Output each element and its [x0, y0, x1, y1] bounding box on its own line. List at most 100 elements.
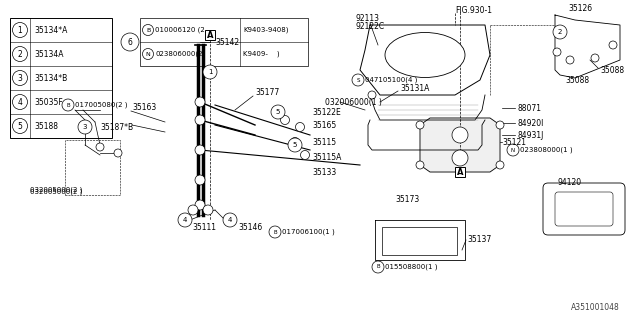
Text: 1: 1: [18, 26, 22, 35]
Text: 4: 4: [17, 98, 22, 107]
Text: B: B: [376, 265, 380, 269]
Text: B: B: [273, 229, 277, 235]
Text: 88071: 88071: [518, 103, 542, 113]
Text: 6: 6: [127, 37, 132, 46]
Circle shape: [372, 261, 384, 273]
Text: 032005000(2 ): 032005000(2 ): [30, 189, 83, 195]
Circle shape: [223, 213, 237, 227]
Circle shape: [291, 138, 300, 147]
Circle shape: [609, 41, 617, 49]
Text: N: N: [146, 52, 150, 57]
Circle shape: [114, 149, 122, 157]
Circle shape: [368, 91, 376, 99]
Circle shape: [188, 205, 198, 215]
Text: S: S: [356, 77, 360, 83]
FancyBboxPatch shape: [543, 183, 625, 235]
Text: 35088: 35088: [565, 76, 589, 84]
Text: 3: 3: [83, 124, 87, 130]
Text: 35134A: 35134A: [34, 50, 63, 59]
Text: 35088: 35088: [600, 66, 624, 75]
Circle shape: [195, 175, 205, 185]
Text: 5: 5: [276, 109, 280, 115]
Bar: [205, 30, 215, 40]
Circle shape: [566, 56, 574, 64]
Text: 35126: 35126: [568, 4, 592, 12]
Text: 35111: 35111: [192, 223, 216, 233]
Polygon shape: [420, 118, 500, 172]
Text: 94120: 94120: [558, 178, 582, 187]
Circle shape: [269, 226, 281, 238]
Circle shape: [271, 105, 285, 119]
Circle shape: [301, 150, 310, 159]
Text: 017006100(1 ): 017006100(1 ): [282, 229, 335, 235]
Bar: [382, 227, 457, 255]
Circle shape: [507, 144, 519, 156]
Text: 35165: 35165: [312, 121, 336, 130]
Bar: [10, 18, 112, 138]
Circle shape: [195, 200, 205, 210]
Text: 3: 3: [17, 74, 22, 83]
Bar: [140, 18, 308, 66]
Text: 35142: 35142: [215, 37, 239, 46]
Circle shape: [143, 25, 154, 36]
Text: FIG.930-1: FIG.930-1: [455, 5, 492, 14]
Text: 5: 5: [17, 122, 22, 131]
Circle shape: [553, 25, 567, 39]
Text: A: A: [207, 30, 213, 39]
Text: 92122C: 92122C: [355, 21, 384, 30]
Circle shape: [178, 213, 192, 227]
Text: 35122E: 35122E: [312, 108, 340, 116]
Text: 35131A: 35131A: [400, 84, 429, 92]
Circle shape: [13, 46, 28, 61]
Text: 010006120 (2: 010006120 (2: [155, 27, 205, 33]
Text: 84931J: 84931J: [518, 131, 545, 140]
Text: 35134*A: 35134*A: [34, 26, 67, 35]
Text: 4: 4: [228, 217, 232, 223]
Text: 4: 4: [183, 217, 187, 223]
Text: 35177: 35177: [255, 87, 279, 97]
Circle shape: [96, 143, 104, 151]
Text: 017005080(2 ): 017005080(2 ): [75, 102, 127, 108]
Text: 023808000(1 ): 023808000(1 ): [520, 147, 573, 153]
Text: 35121: 35121: [502, 138, 526, 147]
Circle shape: [452, 150, 468, 166]
Circle shape: [203, 205, 213, 215]
Text: 92113: 92113: [355, 13, 379, 22]
Text: 35187*B: 35187*B: [100, 123, 133, 132]
Bar: [65, 140, 120, 195]
Circle shape: [13, 94, 28, 109]
Text: B: B: [66, 102, 70, 108]
Circle shape: [13, 22, 28, 37]
Text: 1: 1: [208, 69, 212, 75]
Circle shape: [78, 120, 92, 134]
Circle shape: [496, 161, 504, 169]
Text: 047105100(4 ): 047105100(4 ): [365, 77, 417, 83]
Circle shape: [121, 33, 139, 51]
Text: 35146: 35146: [238, 223, 262, 233]
Text: 35133: 35133: [312, 167, 336, 177]
Text: 032005000(2 ): 032005000(2 ): [30, 187, 83, 193]
Circle shape: [280, 116, 289, 124]
Text: 35173: 35173: [395, 196, 419, 204]
Circle shape: [591, 54, 599, 62]
Text: A351001048: A351001048: [572, 303, 620, 313]
Circle shape: [195, 115, 205, 125]
Text: K9409-    ): K9409- ): [243, 51, 280, 57]
Circle shape: [62, 99, 74, 111]
Text: A: A: [457, 167, 463, 177]
Circle shape: [416, 161, 424, 169]
Circle shape: [416, 121, 424, 129]
Text: 2: 2: [558, 29, 562, 35]
Circle shape: [296, 123, 305, 132]
Text: 35188: 35188: [34, 122, 58, 131]
Text: 023806000(2: 023806000(2: [155, 51, 202, 57]
Text: 84920I: 84920I: [518, 118, 545, 127]
Text: K9403-9408): K9403-9408): [243, 27, 289, 33]
Text: 2: 2: [18, 50, 22, 59]
Ellipse shape: [385, 33, 465, 77]
Text: 35134*B: 35134*B: [34, 74, 67, 83]
Circle shape: [553, 48, 561, 56]
Circle shape: [195, 145, 205, 155]
Circle shape: [352, 74, 364, 86]
Circle shape: [195, 97, 205, 107]
